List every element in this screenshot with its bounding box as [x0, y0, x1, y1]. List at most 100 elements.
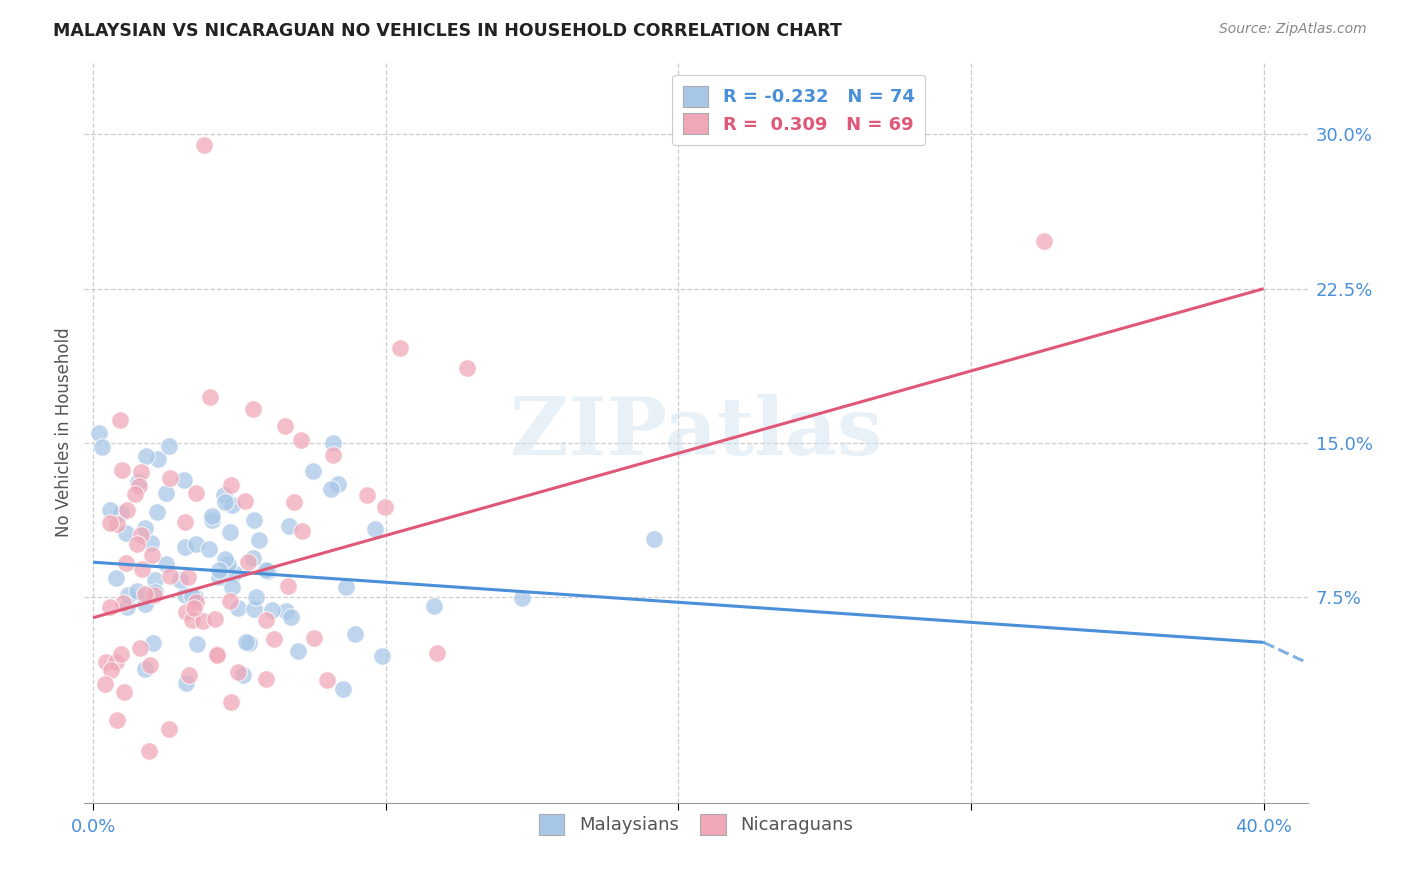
- Point: [422, 599, 444, 613]
- Text: Source: ZipAtlas.com: Source: ZipAtlas.com: [1219, 22, 1367, 37]
- Point: [643, 533, 665, 547]
- Point: [173, 515, 195, 529]
- Point: [155, 557, 177, 571]
- Point: [184, 590, 207, 604]
- Point: [236, 555, 259, 569]
- Point: [157, 722, 180, 736]
- Point: [212, 488, 235, 502]
- Point: [124, 487, 146, 501]
- Point: [218, 524, 240, 539]
- Point: [263, 632, 285, 646]
- Point: [232, 668, 254, 682]
- Point: [247, 533, 270, 547]
- Point: [114, 525, 136, 540]
- Point: [256, 564, 278, 578]
- Point: [134, 521, 156, 535]
- Point: [371, 648, 394, 663]
- Point: [274, 418, 297, 433]
- Point: [204, 612, 226, 626]
- Point: [256, 613, 278, 627]
- Point: [98, 599, 121, 614]
- Point: [177, 570, 200, 584]
- Point: [138, 744, 160, 758]
- Point: [87, 425, 110, 440]
- Point: [129, 640, 152, 655]
- Point: [510, 591, 533, 605]
- Point: [115, 599, 138, 614]
- Point: [277, 579, 299, 593]
- Point: [205, 648, 228, 663]
- Point: [242, 402, 264, 417]
- Point: [114, 685, 136, 699]
- Point: [114, 556, 136, 570]
- Point: [200, 390, 222, 404]
- Point: [205, 647, 228, 661]
- Point: [180, 589, 202, 603]
- Point: [208, 570, 231, 584]
- Point: [159, 569, 181, 583]
- Legend: Malaysians, Nicaraguans: Malaysians, Nicaraguans: [531, 806, 860, 842]
- Point: [128, 479, 150, 493]
- Point: [221, 580, 243, 594]
- Point: [322, 448, 344, 462]
- Point: [125, 536, 148, 550]
- Point: [141, 548, 163, 562]
- Point: [98, 502, 121, 516]
- Point: [260, 603, 283, 617]
- Point: [217, 557, 239, 571]
- Point: [214, 495, 236, 509]
- Point: [159, 471, 181, 485]
- Text: ZIPatlas: ZIPatlas: [510, 393, 882, 472]
- Point: [174, 588, 197, 602]
- Point: [254, 673, 277, 687]
- Point: [181, 613, 204, 627]
- Point: [107, 713, 129, 727]
- Point: [280, 609, 302, 624]
- Point: [328, 476, 350, 491]
- Point: [283, 494, 305, 508]
- Point: [184, 486, 207, 500]
- Point: [110, 647, 132, 661]
- Point: [146, 505, 169, 519]
- Point: [332, 681, 354, 696]
- Point: [302, 631, 325, 645]
- Point: [108, 413, 131, 427]
- Point: [201, 513, 224, 527]
- Point: [104, 655, 127, 669]
- Point: [242, 551, 264, 566]
- Point: [214, 552, 236, 566]
- Point: [143, 573, 166, 587]
- Point: [134, 662, 156, 676]
- Point: [201, 508, 224, 523]
- Point: [157, 439, 180, 453]
- Point: [224, 566, 246, 580]
- Point: [93, 677, 115, 691]
- Point: [112, 596, 135, 610]
- Point: [148, 451, 170, 466]
- Point: [238, 636, 260, 650]
- Point: [135, 449, 157, 463]
- Point: [290, 434, 312, 448]
- Point: [389, 341, 412, 355]
- Point: [191, 614, 214, 628]
- Point: [278, 519, 301, 533]
- Point: [193, 137, 215, 152]
- Point: [117, 588, 139, 602]
- Point: [90, 440, 112, 454]
- Point: [356, 488, 378, 502]
- Point: [226, 601, 249, 615]
- Point: [134, 587, 156, 601]
- Text: MALAYSIAN VS NICARAGUAN NO VEHICLES IN HOUSEHOLD CORRELATION CHART: MALAYSIAN VS NICARAGUAN NO VEHICLES IN H…: [53, 22, 842, 40]
- Point: [173, 473, 195, 487]
- Point: [291, 524, 314, 538]
- Point: [129, 465, 152, 479]
- Point: [127, 583, 149, 598]
- Point: [374, 500, 396, 515]
- Point: [319, 482, 342, 496]
- Point: [344, 627, 367, 641]
- Point: [254, 563, 277, 577]
- Point: [243, 513, 266, 527]
- Point: [174, 540, 197, 554]
- Point: [221, 498, 243, 512]
- Point: [115, 502, 138, 516]
